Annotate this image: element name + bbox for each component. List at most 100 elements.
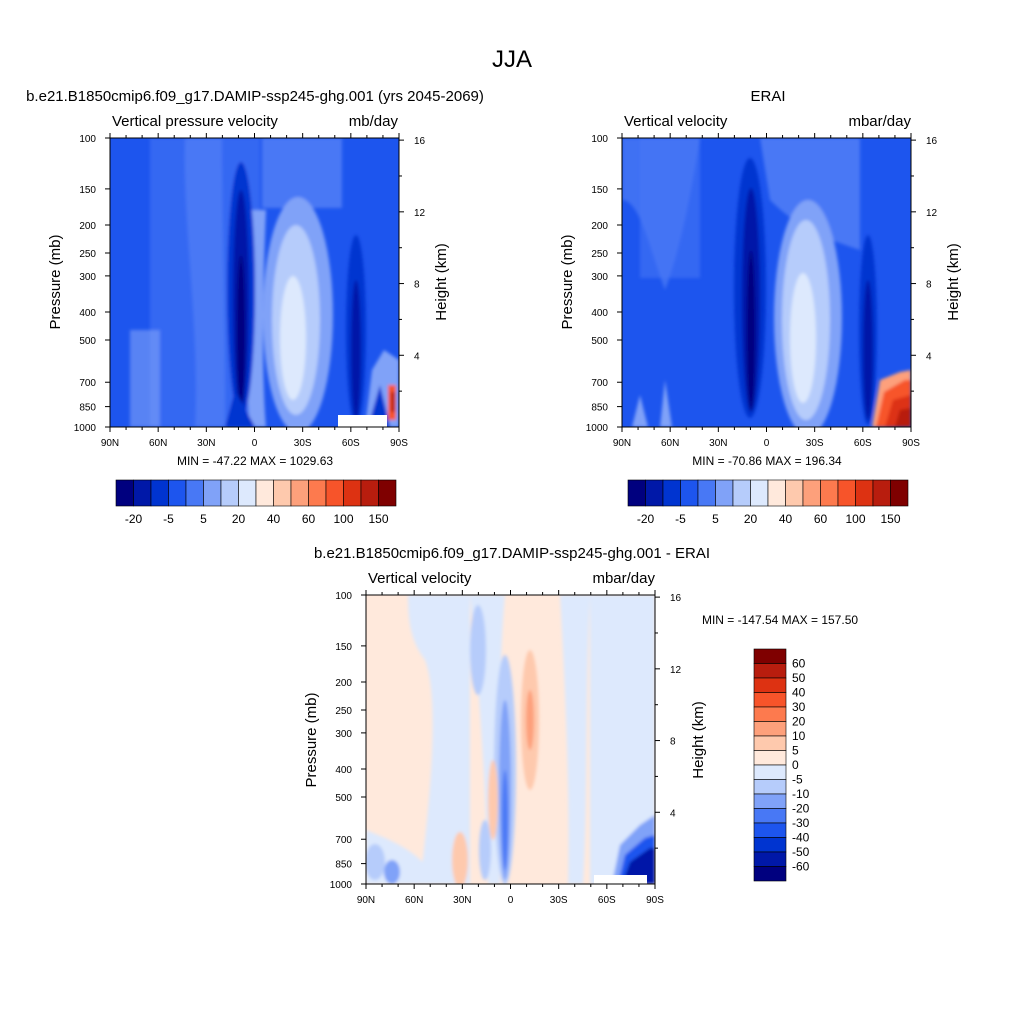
colorbar-box bbox=[753, 735, 787, 751]
colorbar-box bbox=[753, 721, 787, 737]
colorbar-box bbox=[273, 479, 292, 507]
panel-model-y-label: Pressure (mb) bbox=[47, 234, 64, 329]
x-tick-label: 30S bbox=[806, 438, 824, 449]
height-tick-label: 12 bbox=[670, 665, 682, 676]
panel-model-min-max: MIN = -47.22 MAX = 1029.63 bbox=[177, 454, 333, 468]
colorbar-box bbox=[750, 479, 769, 507]
pressure-tick-label: 1000 bbox=[74, 423, 97, 434]
colorbar-box bbox=[820, 479, 839, 507]
pressure-tick-label: 400 bbox=[335, 765, 352, 776]
colorbar-tick-label: -20 bbox=[125, 512, 143, 526]
colorbar-box bbox=[255, 479, 274, 507]
colorbar-box bbox=[662, 479, 681, 507]
colorbar-box bbox=[753, 793, 787, 809]
panel-obs-field bbox=[622, 138, 911, 427]
colorbar-box bbox=[343, 479, 362, 507]
pressure-tick-label: 700 bbox=[591, 378, 608, 389]
panel-model-case-title: b.e21.B1850cmip6.f09_g17.DAMIP-ssp245-gh… bbox=[26, 88, 484, 105]
height-tick-label: 8 bbox=[414, 280, 420, 291]
panel-obs-units: mbar/day bbox=[848, 113, 911, 130]
colorbar-tick-label: 100 bbox=[845, 512, 865, 526]
panel-model-units: mb/day bbox=[349, 113, 399, 130]
pressure-tick-label: 700 bbox=[335, 835, 352, 846]
colorbar-tick-label: -20 bbox=[792, 802, 810, 816]
x-tick-label: 0 bbox=[252, 438, 258, 449]
colorbar-tick-label: -40 bbox=[792, 831, 810, 845]
x-tick-label: 30N bbox=[453, 895, 471, 906]
colorbar-box bbox=[680, 479, 699, 507]
panel-obs: ERAI Vertical velocity mbar/day bbox=[559, 88, 962, 468]
panel-diff-field bbox=[366, 595, 655, 884]
panel-model-left-label: Vertical pressure velocity bbox=[112, 113, 278, 130]
colorbar-box bbox=[715, 479, 734, 507]
colorbar-tick-label: -5 bbox=[675, 512, 686, 526]
colorbar-tick-label: 5 bbox=[200, 512, 207, 526]
x-tick-label: 0 bbox=[764, 438, 770, 449]
pressure-tick-label: 300 bbox=[591, 272, 608, 283]
colorbar-box bbox=[890, 479, 909, 507]
pressure-tick-label: 150 bbox=[79, 185, 96, 196]
colorbar-box bbox=[753, 706, 787, 722]
colorbar-tick-label: -20 bbox=[637, 512, 655, 526]
colorbar-box bbox=[133, 479, 152, 507]
pressure-tick-label: 850 bbox=[79, 403, 96, 414]
panel-obs-min-max: MIN = -70.86 MAX = 196.34 bbox=[692, 454, 842, 468]
panel-diff: b.e21.B1850cmip6.f09_g17.DAMIP-ssp245-gh… bbox=[303, 545, 858, 885]
height-tick-label: 4 bbox=[414, 351, 420, 362]
colorbar-tick-label: 60 bbox=[792, 657, 806, 671]
colorbar-tick-label: -5 bbox=[792, 773, 803, 787]
panel-obs-y-label: Pressure (mb) bbox=[559, 234, 576, 329]
panel-model: b.e21.B1850cmip6.f09_g17.DAMIP-ssp245-gh… bbox=[26, 88, 484, 468]
colorbar-box bbox=[753, 779, 787, 795]
colorbar-box bbox=[150, 479, 169, 507]
colorbar-box bbox=[168, 479, 187, 507]
colorbar-box bbox=[767, 479, 786, 507]
pressure-tick-label: 200 bbox=[79, 221, 96, 232]
panel-obs-height-label: Height (km) bbox=[945, 243, 962, 321]
figure-title: JJA bbox=[492, 46, 532, 73]
panel-diff-min-max: MIN = -147.54 MAX = 157.50 bbox=[702, 613, 858, 627]
x-tick-label: 90S bbox=[390, 438, 408, 449]
height-tick-label: 16 bbox=[926, 136, 938, 147]
colorbar-box bbox=[220, 479, 239, 507]
colorbar-tick-label: 0 bbox=[792, 758, 799, 772]
pressure-tick-label: 850 bbox=[591, 403, 608, 414]
x-tick-label: 0 bbox=[508, 895, 514, 906]
x-tick-label: 90N bbox=[101, 438, 119, 449]
colorbar-box bbox=[115, 479, 134, 507]
colorbar-tick-label: 40 bbox=[267, 512, 281, 526]
pressure-tick-label: 500 bbox=[79, 336, 96, 347]
pressure-tick-label: 150 bbox=[335, 642, 352, 653]
height-tick-label: 16 bbox=[670, 593, 682, 604]
colorbar-box bbox=[753, 837, 787, 853]
height-tick-label: 12 bbox=[926, 208, 938, 219]
height-tick-label: 12 bbox=[414, 208, 426, 219]
x-tick-label: 90S bbox=[646, 895, 664, 906]
panel-diff-case-title: b.e21.B1850cmip6.f09_g17.DAMIP-ssp245-gh… bbox=[314, 545, 710, 562]
pressure-tick-label: 400 bbox=[591, 308, 608, 319]
colorbar-box bbox=[753, 764, 787, 780]
pressure-tick-label: 300 bbox=[79, 272, 96, 283]
x-tick-label: 90N bbox=[613, 438, 631, 449]
panel-model-height-label: Height (km) bbox=[433, 243, 450, 321]
colorbar-box bbox=[753, 750, 787, 766]
x-tick-label: 30N bbox=[709, 438, 727, 449]
colorbar-tick-label: 150 bbox=[368, 512, 388, 526]
colorbar-obs: -20 -5 5 20 40 60 100 150 bbox=[627, 479, 909, 526]
x-tick-label: 60S bbox=[854, 438, 872, 449]
colorbar-box bbox=[627, 479, 646, 507]
pressure-tick-label: 100 bbox=[335, 591, 352, 602]
colorbar-tick-label: 40 bbox=[792, 686, 806, 700]
pressure-tick-label: 1000 bbox=[586, 423, 609, 434]
colorbar-tick-label: 20 bbox=[232, 512, 246, 526]
panel-model-field bbox=[110, 138, 399, 427]
colorbar-layer: -20 -5 5 20 40 60 100 150 -20 -5 5 20 40 60 100 1506050… bbox=[115, 479, 909, 882]
colorbar-box bbox=[732, 479, 751, 507]
pressure-tick-label: 300 bbox=[335, 729, 352, 740]
pressure-tick-label: 700 bbox=[79, 378, 96, 389]
colorbar-box bbox=[753, 822, 787, 838]
height-tick-label: 8 bbox=[926, 280, 932, 291]
colorbar-box bbox=[308, 479, 327, 507]
axes-layer: 90N 60N 30N 0 30S 60S 90S100150200250300400500… bbox=[74, 133, 938, 906]
